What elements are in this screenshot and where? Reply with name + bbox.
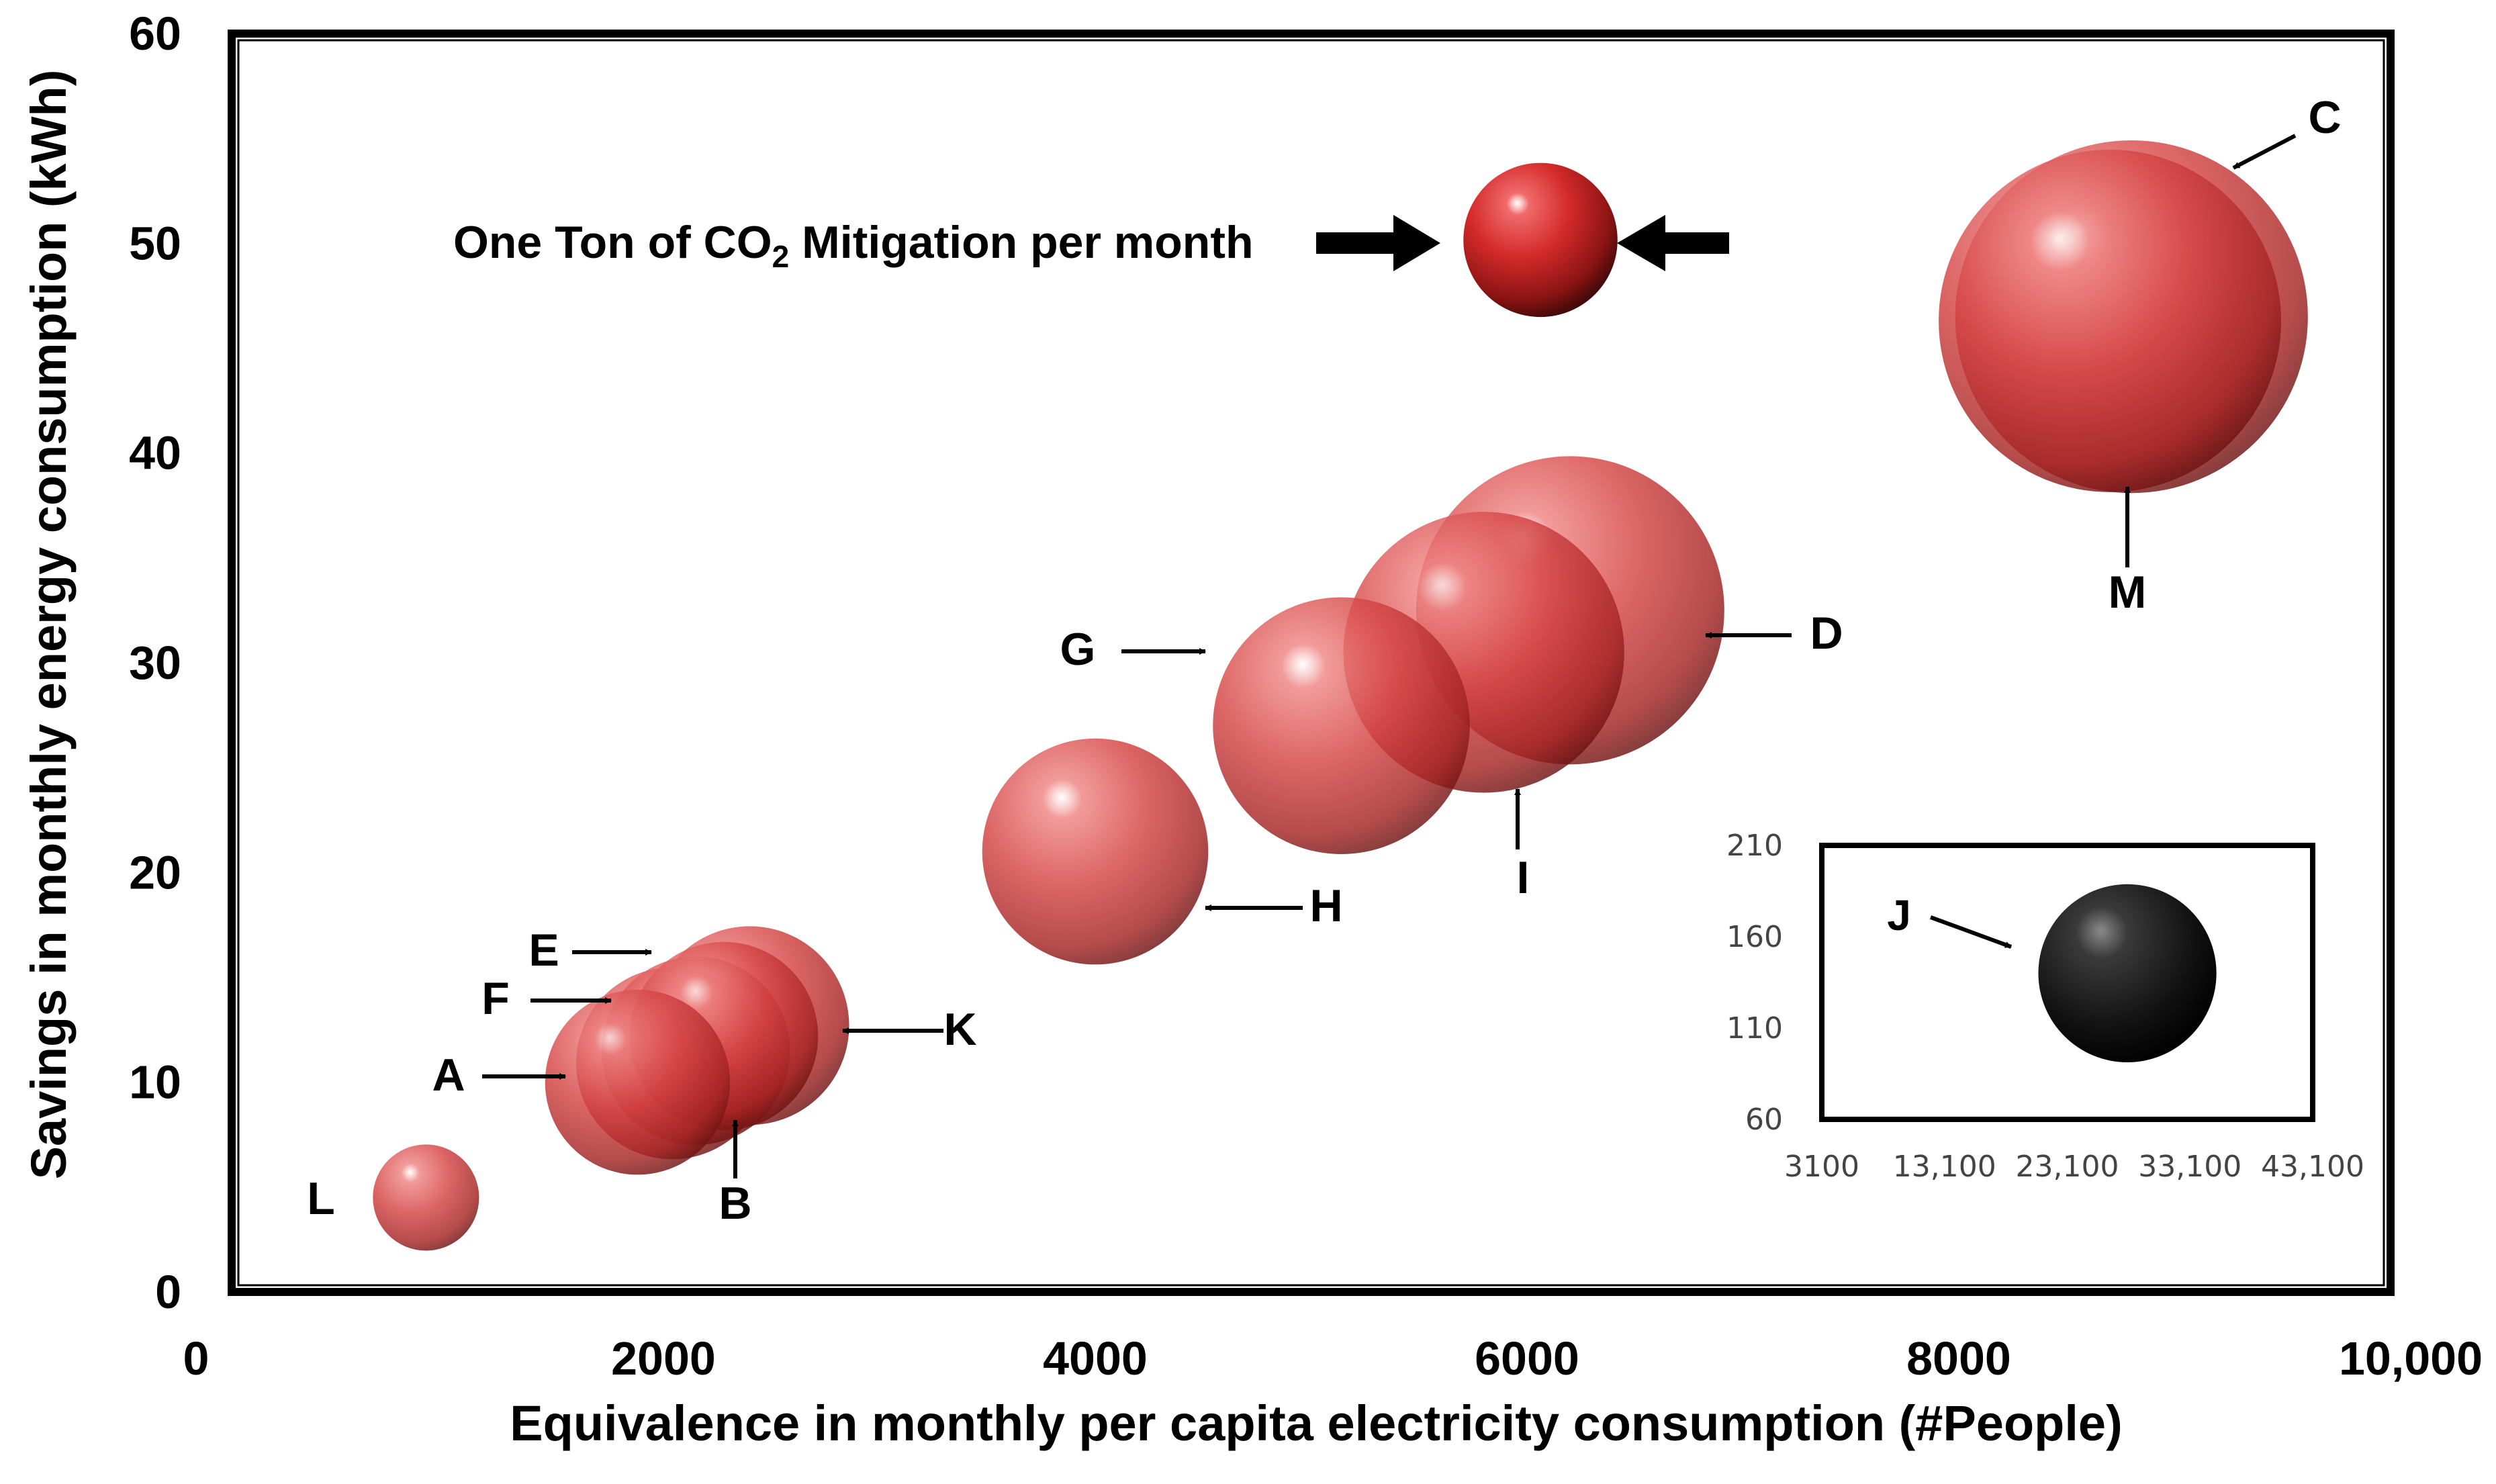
inset-y-tick-label: 210 (1726, 829, 1783, 863)
x-tick-label: 8000 (1906, 1332, 2011, 1385)
inset-y-tick-label: 160 (1726, 920, 1783, 954)
point-label-C: C (2308, 92, 2341, 143)
inset-y-tick-label: 110 (1726, 1011, 1783, 1046)
reference-bubble (1463, 163, 1618, 318)
y-tick-labels: 0 10 20 30 40 50 60 (129, 7, 181, 1318)
x-tick-label: 4000 (1043, 1332, 1148, 1385)
inset-y-tick-labels: 60 110 160 210 (1726, 829, 1783, 1137)
inset-chart: 60 110 160 210 3100 13,100 23,100 33,100 43,100… (1726, 829, 2364, 1184)
y-tick-label: 20 (129, 846, 181, 898)
plot-frame-inner (237, 39, 2385, 1287)
y-axis-label: Savings in monthly energy consumption (k… (21, 70, 77, 1180)
point-label-E: E (528, 925, 559, 976)
x-tick-label: 0 (183, 1332, 210, 1385)
point-label-L: L (307, 1173, 335, 1224)
reference-arrow-left (1316, 215, 1440, 271)
inset-point-label-J: J (1887, 891, 1911, 939)
x-tick-label: 2000 (611, 1332, 716, 1385)
arrow-J (1929, 915, 2013, 949)
x-axis-label: Equivalence in monthly per capita electr… (510, 1395, 2122, 1451)
inset-bubble-series: J (1887, 884, 2217, 1062)
reference-label-main: One Ton of CO (453, 217, 772, 268)
plot-frame (228, 30, 2395, 1296)
arrow-C (2232, 134, 2297, 170)
bubble-M (1939, 149, 2282, 492)
point-label-H: H (1309, 880, 1342, 931)
reference-arrow-right (1617, 215, 1729, 271)
reference-label-end: Mitigation per month (789, 217, 1253, 268)
x-tick-labels: 0 2000 4000 6000 8000 10,000 (183, 1332, 2483, 1385)
y-tick-label: 40 (129, 427, 181, 479)
y-tick-label: 30 (129, 637, 181, 689)
bubble-series (373, 140, 2308, 1251)
reference-label-sub: 2 (772, 239, 790, 274)
y-tick-label: 50 (129, 217, 181, 269)
y-tick-label: 60 (129, 7, 181, 60)
point-label-B: B (719, 1178, 751, 1229)
point-label-M: M (2109, 567, 2147, 618)
reference-group: One Ton of CO2 Mitigation per month (453, 163, 1729, 318)
bubble-H (982, 738, 1209, 965)
bubble-L (373, 1144, 479, 1251)
inset-bubble-J (2038, 884, 2217, 1062)
x-tick-label: 6000 (1475, 1332, 1579, 1385)
x-tick-label: 10,000 (2339, 1332, 2483, 1385)
inset-x-tick-label: 33,100 (2138, 1150, 2241, 1184)
point-label-F: F (481, 973, 510, 1024)
bubble-G (1213, 597, 1470, 854)
point-label-G: G (1060, 624, 1096, 675)
inset-y-tick-label: 60 (1745, 1103, 1783, 1137)
point-label-K: K (943, 1004, 976, 1055)
bubble-A (545, 989, 731, 1175)
inset-x-tick-label: 3100 (1784, 1150, 1859, 1184)
y-tick-label: 10 (129, 1056, 181, 1109)
point-labels: L A B FE K H G I D M C (307, 92, 2341, 1229)
inset-x-tick-labels: 3100 13,100 23,100 33,100 43,100 (1784, 1150, 2364, 1184)
reference-label: One Ton of CO2 Mitigation per month (453, 217, 1254, 274)
y-tick-label: 0 (155, 1266, 181, 1318)
inset-x-tick-label: 43,100 (2261, 1150, 2364, 1184)
point-annotations: L A B FE K H G I D M C (307, 92, 2341, 1229)
inset-x-tick-label: 13,100 (1893, 1150, 1996, 1184)
point-label-I: I (1517, 852, 1530, 903)
inset-x-tick-label: 23,100 (2016, 1150, 2119, 1184)
point-label-A: A (432, 1050, 465, 1101)
point-label-D: D (1810, 608, 1843, 659)
